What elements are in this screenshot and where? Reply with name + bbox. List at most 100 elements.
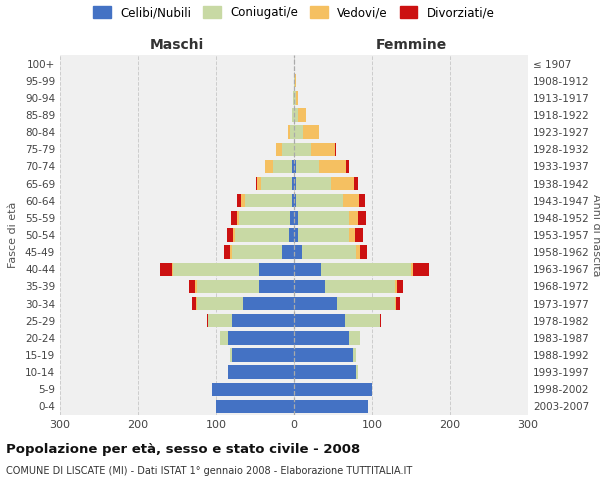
Bar [359,194,365,207]
Bar [196,280,259,293]
Bar [294,177,296,190]
Bar [290,211,294,224]
Bar [283,142,294,156]
Bar [206,314,208,328]
Bar [232,348,294,362]
Bar [294,228,298,241]
Bar [296,194,343,207]
Bar [232,314,294,328]
Bar [273,160,292,173]
Bar [289,228,294,241]
Bar [356,246,360,259]
Bar [294,91,296,104]
Bar [292,194,294,207]
Bar [353,348,356,362]
Bar [355,228,362,241]
Bar [349,331,360,344]
Bar [294,314,344,328]
Bar [259,280,294,293]
Bar [295,74,296,88]
Bar [395,297,396,310]
Bar [235,228,289,241]
Bar [356,366,358,379]
Bar [325,280,395,293]
Bar [298,211,349,224]
Bar [212,382,294,396]
Bar [196,297,197,310]
Bar [224,246,230,259]
Bar [294,280,325,293]
Bar [230,348,232,362]
Bar [294,126,304,139]
Bar [160,262,172,276]
Bar [294,160,296,173]
Bar [294,366,356,379]
Bar [173,262,259,276]
Bar [349,228,355,241]
Bar [276,142,283,156]
Bar [311,142,335,156]
Bar [395,280,397,293]
Bar [354,177,358,190]
Bar [337,297,395,310]
Bar [237,211,239,224]
Bar [413,262,429,276]
Bar [294,246,302,259]
Bar [283,246,294,259]
Text: Maschi: Maschi [150,38,204,52]
Bar [346,160,349,173]
Bar [380,314,382,328]
Bar [294,348,353,362]
Bar [233,228,235,241]
Bar [239,211,290,224]
Bar [331,177,354,190]
Bar [208,314,232,328]
Bar [292,177,294,190]
Bar [296,91,298,104]
Bar [292,160,294,173]
Bar [343,194,359,207]
Bar [192,297,196,310]
Bar [227,228,233,241]
Bar [290,126,294,139]
Bar [294,400,368,413]
Bar [172,262,173,276]
Bar [294,297,337,310]
Bar [335,142,336,156]
Bar [319,160,346,173]
Bar [228,331,294,344]
Bar [293,91,294,104]
Y-axis label: Fasce di età: Fasce di età [8,202,18,268]
Legend: Celibi/Nubili, Coniugati/e, Vedovi/e, Divorziati/e: Celibi/Nubili, Coniugati/e, Vedovi/e, Di… [89,2,499,24]
Bar [397,280,403,293]
Bar [349,211,358,224]
Bar [360,246,367,259]
Bar [344,314,380,328]
Bar [302,246,356,259]
Bar [216,400,294,413]
Y-axis label: Anni di nascita: Anni di nascita [591,194,600,276]
Bar [294,194,296,207]
Text: Femmine: Femmine [376,38,446,52]
Bar [195,280,197,293]
Bar [294,382,372,396]
Bar [294,331,349,344]
Bar [241,194,245,207]
Bar [304,126,319,139]
Bar [232,246,283,259]
Bar [188,280,195,293]
Bar [230,246,232,259]
Bar [237,194,241,207]
Bar [358,211,366,224]
Bar [220,331,228,344]
Bar [296,177,331,190]
Bar [231,211,237,224]
Bar [292,108,294,122]
Bar [294,211,298,224]
Text: Popolazione per età, sesso e stato civile - 2008: Popolazione per età, sesso e stato civil… [6,442,360,456]
Bar [296,160,319,173]
Bar [298,228,349,241]
Bar [245,194,292,207]
Bar [259,262,294,276]
Bar [197,297,244,310]
